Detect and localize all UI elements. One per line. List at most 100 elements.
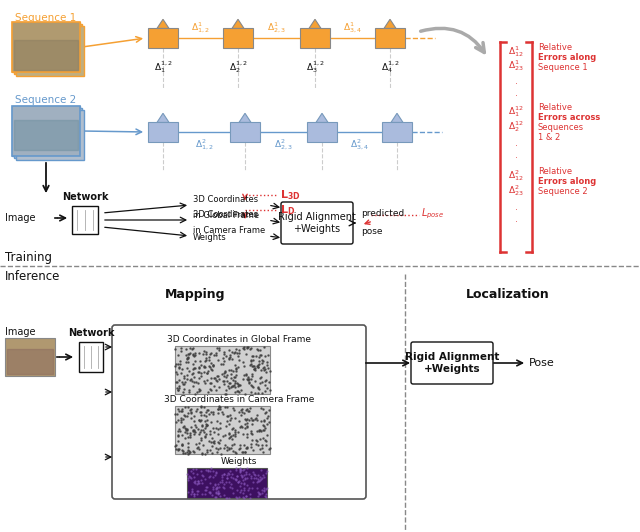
Point bbox=[185, 349, 195, 358]
Point bbox=[198, 426, 208, 435]
Point bbox=[241, 444, 252, 452]
Point bbox=[172, 370, 182, 378]
Point bbox=[195, 386, 205, 394]
Point bbox=[219, 469, 229, 478]
Point bbox=[197, 448, 207, 457]
Point bbox=[190, 421, 200, 429]
Point bbox=[241, 464, 252, 472]
FancyBboxPatch shape bbox=[187, 468, 267, 498]
Point bbox=[250, 471, 260, 480]
Point bbox=[226, 365, 236, 374]
Point bbox=[245, 489, 255, 498]
Point bbox=[196, 476, 206, 485]
Point bbox=[234, 467, 244, 476]
Point bbox=[211, 484, 221, 493]
Point bbox=[182, 426, 193, 434]
Point bbox=[213, 487, 223, 496]
Point bbox=[221, 372, 232, 381]
Point bbox=[225, 467, 235, 476]
Point bbox=[210, 374, 220, 383]
Point bbox=[172, 410, 182, 418]
Point bbox=[255, 426, 266, 434]
Point bbox=[239, 414, 250, 423]
Point bbox=[202, 446, 212, 454]
Point bbox=[205, 348, 216, 357]
Point bbox=[230, 347, 240, 356]
Text: Errors across: Errors across bbox=[538, 113, 600, 122]
Point bbox=[204, 488, 214, 496]
Point bbox=[177, 378, 187, 386]
Point bbox=[236, 386, 246, 394]
Point bbox=[186, 489, 196, 498]
Point bbox=[257, 363, 268, 372]
Point bbox=[211, 417, 221, 426]
Point bbox=[203, 367, 213, 376]
Point bbox=[257, 485, 267, 494]
Point bbox=[213, 488, 223, 497]
Point bbox=[225, 346, 235, 354]
Point bbox=[253, 389, 263, 397]
Point bbox=[227, 348, 237, 356]
Point bbox=[220, 403, 230, 412]
Point bbox=[209, 373, 220, 382]
Point bbox=[216, 408, 227, 417]
Text: $\Delta^1_{12}$: $\Delta^1_{12}$ bbox=[508, 45, 524, 60]
Point bbox=[189, 352, 199, 361]
Text: $\Delta_3^{1,2}$: $\Delta_3^{1,2}$ bbox=[305, 60, 324, 76]
Point bbox=[219, 469, 229, 478]
Point bbox=[240, 474, 250, 483]
Point bbox=[261, 376, 271, 385]
Point bbox=[189, 430, 199, 438]
Point bbox=[218, 432, 228, 440]
Text: Inference: Inference bbox=[5, 270, 60, 283]
Point bbox=[230, 429, 240, 438]
Point bbox=[208, 410, 218, 419]
Point bbox=[238, 489, 248, 497]
Point bbox=[252, 415, 262, 424]
Text: Sequences: Sequences bbox=[538, 123, 584, 132]
Point bbox=[211, 492, 221, 501]
Point bbox=[222, 471, 232, 479]
Point bbox=[230, 475, 240, 483]
Point bbox=[239, 494, 250, 502]
Point bbox=[205, 374, 216, 383]
Point bbox=[205, 472, 215, 480]
Point bbox=[244, 415, 255, 424]
Point bbox=[238, 375, 248, 383]
Point bbox=[262, 414, 272, 422]
Point bbox=[193, 368, 203, 376]
Point bbox=[191, 440, 201, 448]
Point bbox=[260, 380, 271, 389]
Point bbox=[220, 367, 230, 375]
Point bbox=[237, 344, 248, 353]
Point bbox=[182, 350, 193, 358]
Point bbox=[252, 436, 262, 445]
Point bbox=[260, 386, 271, 395]
Point bbox=[252, 484, 262, 493]
Point bbox=[262, 484, 272, 493]
Point bbox=[211, 444, 221, 452]
Point bbox=[179, 421, 189, 430]
Point bbox=[252, 478, 262, 486]
Point bbox=[239, 465, 249, 473]
Point bbox=[223, 420, 234, 428]
Point bbox=[226, 480, 236, 488]
Point bbox=[246, 473, 256, 482]
Polygon shape bbox=[384, 19, 396, 28]
Point bbox=[192, 444, 202, 452]
Point bbox=[242, 433, 252, 441]
Point bbox=[253, 488, 264, 496]
Point bbox=[224, 429, 234, 438]
Point bbox=[196, 479, 207, 487]
Text: 1 & 2: 1 & 2 bbox=[538, 134, 560, 143]
Point bbox=[264, 444, 274, 453]
Point bbox=[195, 402, 205, 411]
Point bbox=[189, 372, 199, 381]
Point bbox=[193, 478, 204, 487]
Point bbox=[196, 408, 207, 417]
Point bbox=[189, 426, 199, 435]
Point bbox=[259, 423, 269, 432]
Point bbox=[230, 383, 241, 392]
Point bbox=[235, 380, 245, 389]
Point bbox=[182, 370, 192, 379]
